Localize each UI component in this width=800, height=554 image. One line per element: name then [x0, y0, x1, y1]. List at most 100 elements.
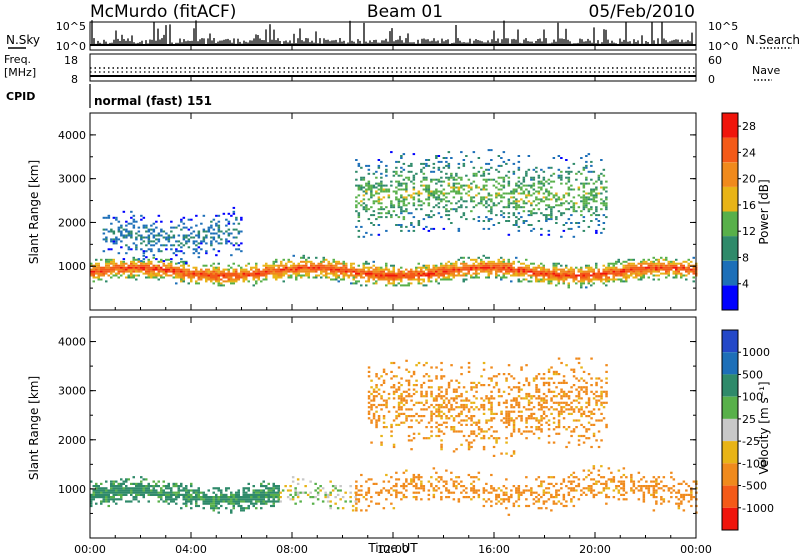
echo-cell [387, 268, 390, 271]
echo-cell [562, 504, 566, 508]
echo-cell [291, 476, 295, 479]
echo-cell [630, 266, 633, 269]
echo-cell [200, 272, 203, 275]
echo-cell [605, 206, 608, 209]
echo-cell [165, 244, 168, 247]
power-colorbar-swatch [722, 260, 738, 286]
echo-cell [115, 240, 118, 243]
echo-cell [195, 493, 198, 496]
echo-cell [157, 214, 161, 217]
echo-cell [395, 160, 398, 163]
echo-cell [275, 276, 278, 279]
echo-cell [372, 274, 375, 277]
echo-cell [412, 216, 416, 219]
echo-cell [375, 421, 378, 424]
echo-cell [522, 176, 526, 179]
echo-cell [520, 272, 523, 275]
echo-cell [200, 498, 203, 501]
echo-cell [455, 202, 458, 205]
echo-cell [605, 190, 608, 193]
echo-cell [385, 206, 388, 209]
echo-cell [400, 274, 403, 277]
echo-cell [447, 214, 451, 217]
echo-cell [460, 485, 463, 488]
echo-cell [110, 270, 113, 273]
echo-cell [292, 272, 295, 275]
echo-cell [177, 266, 180, 269]
echo-cell [650, 260, 653, 263]
echo-cell [555, 482, 558, 485]
echo-cell [357, 194, 361, 197]
echo-cell [145, 272, 148, 275]
echo-cell [397, 272, 400, 275]
echo-cell [355, 485, 358, 488]
echo-cell [370, 392, 373, 396]
echo-cell [410, 426, 413, 429]
echo-cell [525, 272, 528, 275]
echo-cell [417, 266, 420, 269]
echo-cell [235, 276, 238, 279]
echo-cell [182, 222, 186, 225]
echo-cell [392, 489, 396, 492]
echo-cell [502, 258, 505, 261]
echo-cell [530, 194, 533, 197]
echo-cell [405, 419, 408, 422]
echo-cell [522, 489, 526, 492]
echo-cell [272, 276, 275, 279]
echo-cell [620, 476, 623, 479]
echo-cell [542, 170, 546, 173]
echo-cell [565, 276, 568, 279]
echo-cell [262, 268, 265, 271]
echo-cell [447, 276, 450, 279]
echo-cell [545, 218, 548, 221]
power-colorbar-tick-label: 20 [742, 173, 756, 186]
echo-cell [375, 482, 378, 485]
echo-cell [675, 491, 678, 494]
echo-cell [237, 232, 241, 235]
echo-cell [672, 276, 675, 279]
echo-cell [387, 188, 391, 191]
echo-cell [435, 157, 438, 159]
echo-cell [287, 258, 290, 261]
echo-cell [605, 186, 608, 189]
echo-cell [605, 280, 608, 283]
echo-cell [515, 216, 518, 219]
echo-cell [632, 266, 635, 269]
echo-cell [232, 274, 235, 277]
echo-cell [580, 182, 583, 185]
echo-cell [115, 502, 118, 505]
echo-cell [195, 274, 198, 277]
echo-cell [420, 204, 423, 207]
power-echo-cells [90, 149, 698, 289]
echo-cell [595, 192, 598, 195]
echo-cell [147, 260, 150, 263]
echo-cell [137, 493, 140, 496]
echo-cell [370, 206, 373, 209]
echo-cell [152, 254, 156, 257]
echo-cell [530, 214, 533, 217]
echo-cell [115, 493, 118, 496]
echo-cell [355, 170, 358, 173]
echo-cell [585, 164, 588, 167]
echo-cell [455, 268, 458, 271]
echo-cell [217, 507, 220, 510]
echo-cell [285, 272, 288, 275]
echo-cell [487, 274, 490, 277]
echo-cell [527, 224, 531, 226]
echo-cell [527, 214, 531, 217]
echo-cell [422, 395, 426, 398]
echo-cell [425, 272, 428, 275]
echo-cell [420, 395, 423, 398]
echo-cell [485, 206, 488, 209]
echo-cell [270, 496, 273, 499]
echo-cell [607, 268, 610, 271]
echo-cell [427, 276, 430, 279]
y-tick-label: 1000 [58, 260, 86, 273]
echo-cell [365, 284, 368, 287]
echo-cell [432, 170, 436, 173]
echo-cell [427, 406, 431, 409]
echo-cell [360, 166, 363, 169]
echo-cell [495, 274, 498, 277]
echo-cell [112, 487, 115, 490]
echo-cell [545, 500, 548, 503]
